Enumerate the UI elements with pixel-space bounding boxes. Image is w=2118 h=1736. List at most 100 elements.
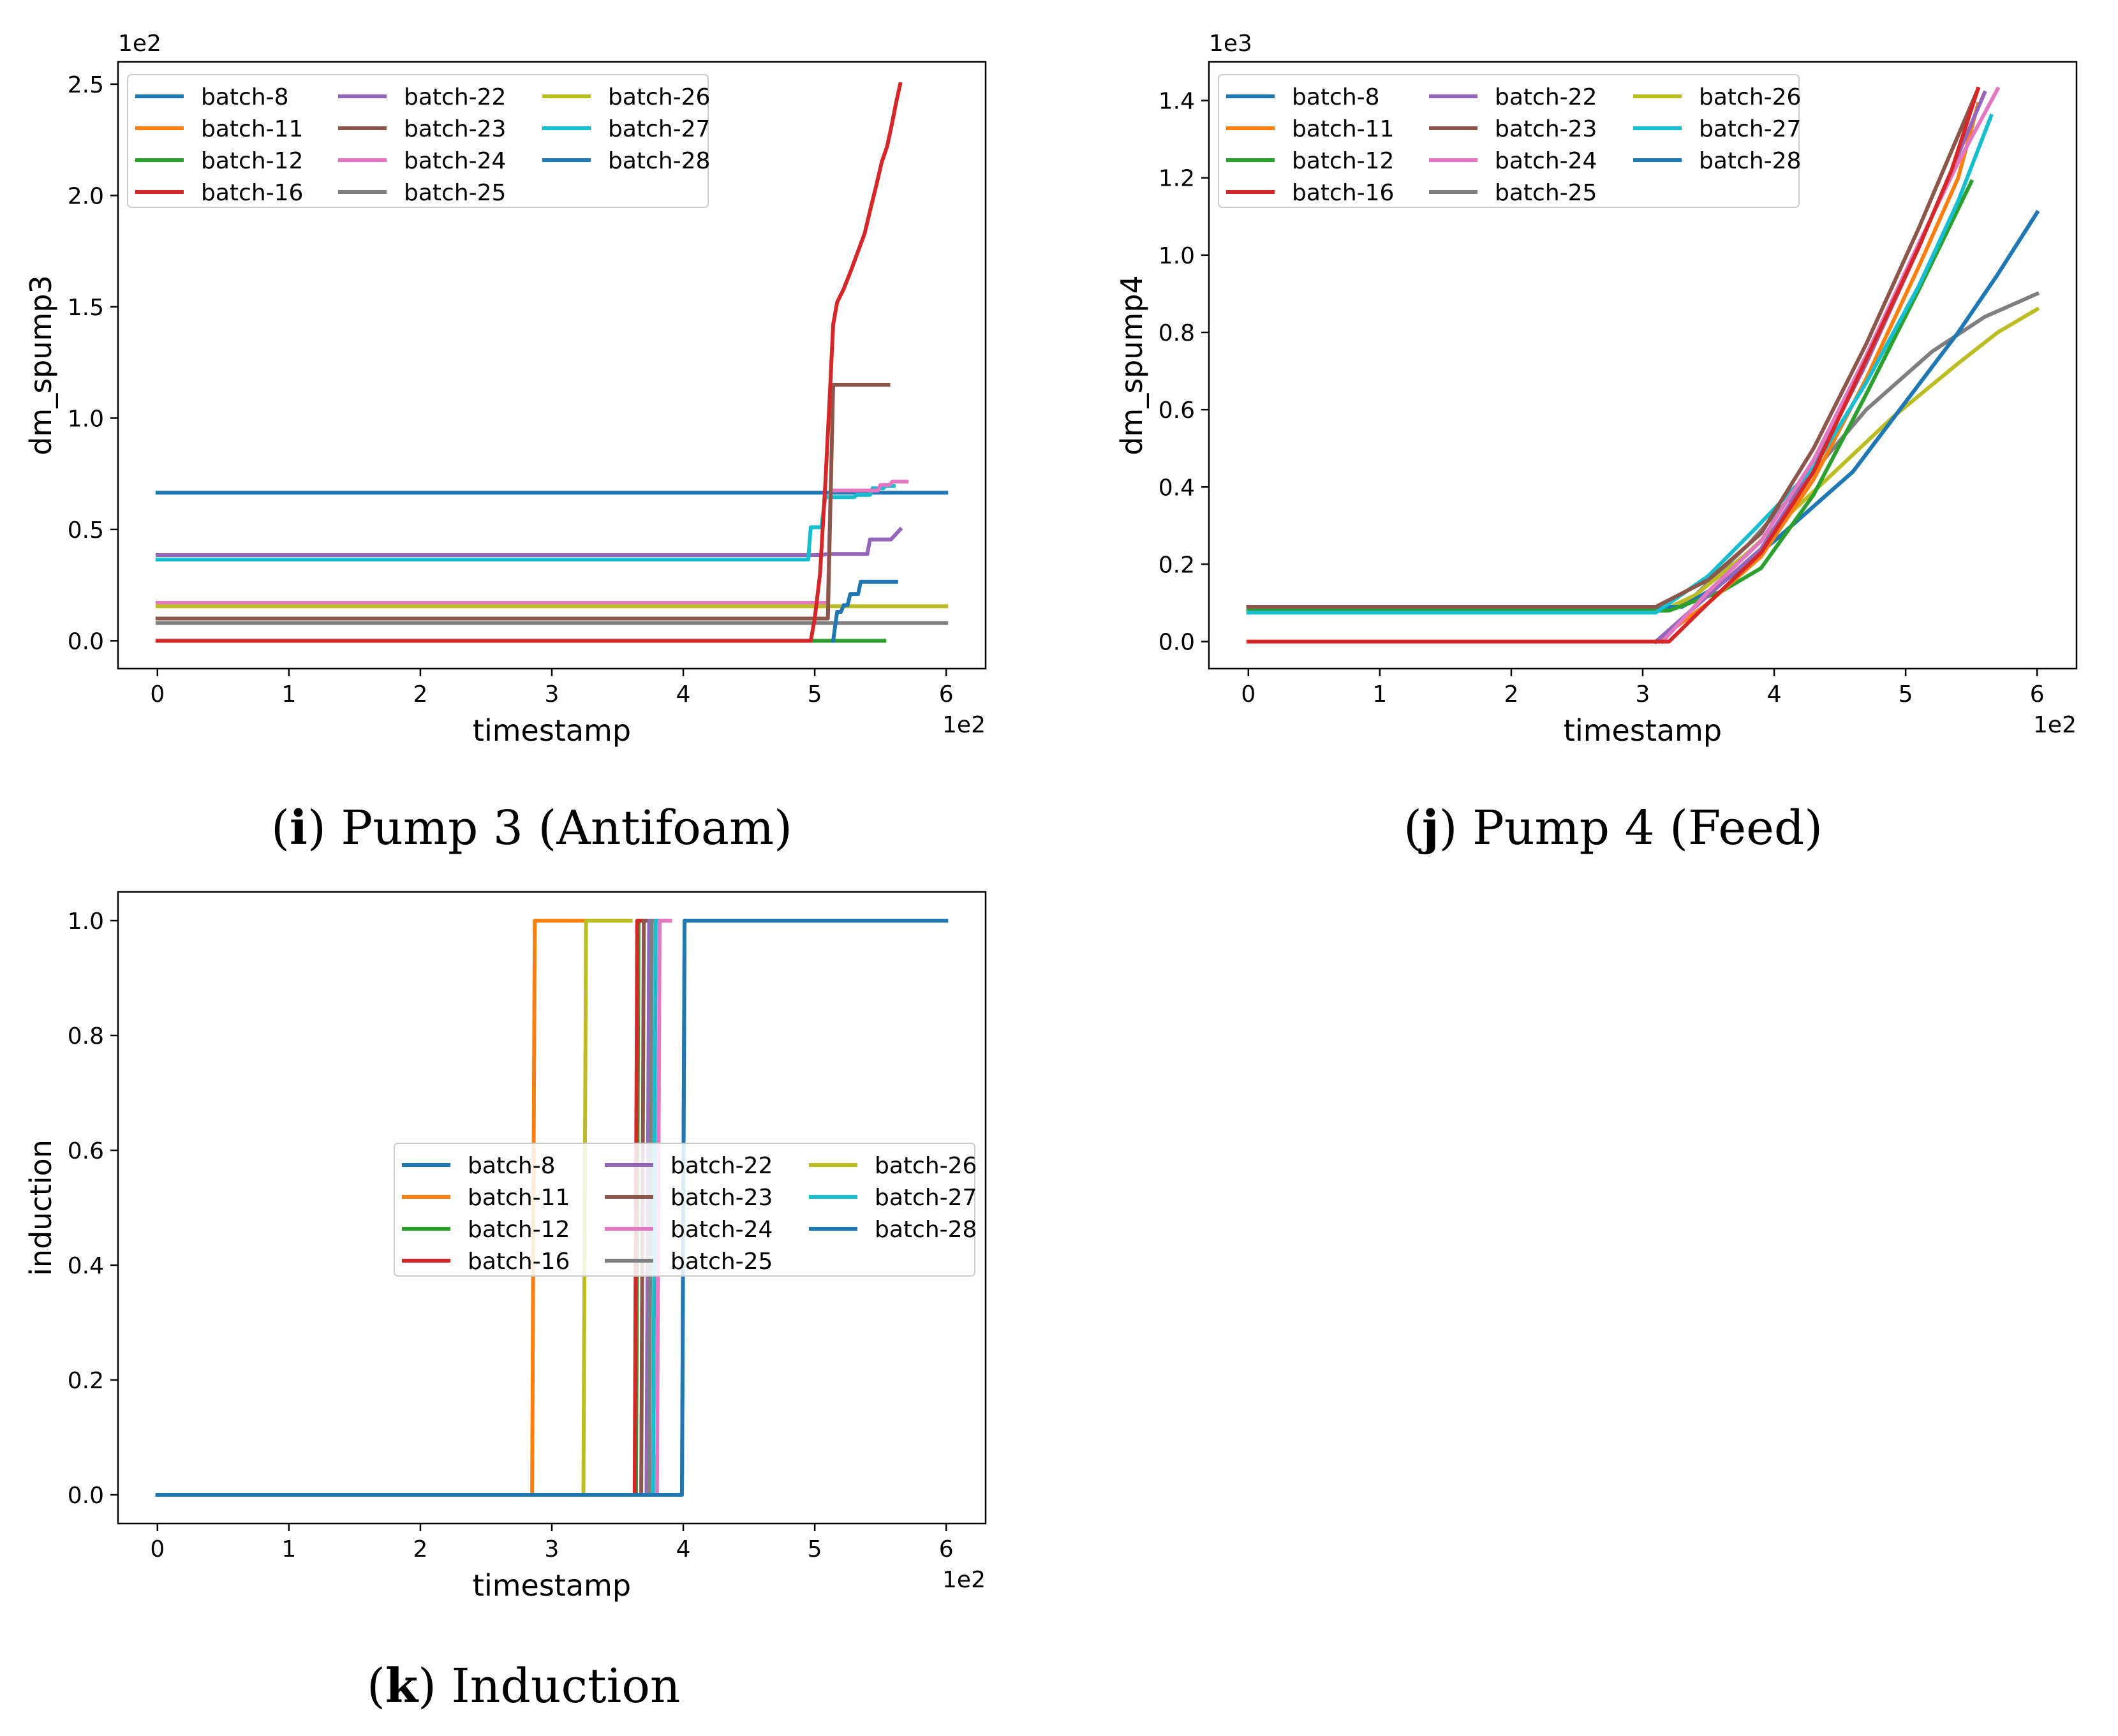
legend-box [127, 74, 709, 208]
series-line-batch-26 [1246, 306, 2040, 613]
legend-entry-batch-12: batch-12 [135, 148, 303, 174]
legend-label: batch-26 [1699, 84, 1801, 110]
y-tick-label: 1.0 [68, 909, 104, 935]
legend-label: batch-12 [1292, 148, 1394, 174]
y-tick-label: 0.4 [68, 1253, 104, 1279]
legend-entry-batch-26: batch-26 [809, 1153, 977, 1179]
x-offset-label: 1e2 [942, 1567, 986, 1593]
legend-label: batch-11 [468, 1185, 570, 1211]
legend-entry-batch-28: batch-28 [809, 1217, 977, 1243]
x-tick-label: 1 [1372, 681, 1387, 708]
series-line-batch-25 [1246, 291, 2040, 613]
y-tick-label: 0.8 [68, 1023, 104, 1050]
x-tick-label: 0 [150, 1536, 165, 1562]
y-tick-label: 0.5 [68, 517, 104, 544]
legend-entry-batch-25: batch-25 [338, 180, 506, 206]
x-tick-label: 2 [413, 1536, 427, 1562]
legend-label: batch-23 [404, 116, 506, 142]
legend-entry-batch-23: batch-23 [1429, 116, 1597, 142]
y-tick-label: 1.4 [1159, 89, 1195, 115]
legend-entry-batch-8: batch-8 [1226, 84, 1380, 110]
y-tick-label: 2.0 [68, 183, 104, 209]
series-line-batch-28 [831, 579, 898, 643]
caption-i: (i) Pump 3 (Antifoam) [271, 801, 792, 856]
legend: batch-8 batch-11 batch-12 batch-16 batch-22 b… [394, 1143, 977, 1277]
legend-label: batch-28 [608, 148, 710, 174]
legend-label: batch-24 [1495, 148, 1597, 174]
legend-label: batch-11 [1292, 116, 1394, 142]
series-line-batch-23 [1246, 86, 1981, 609]
legend-entry-batch-27: batch-27 [542, 116, 710, 142]
legend-label: batch-24 [670, 1217, 773, 1243]
y-tick-label: 0.0 [68, 1483, 104, 1509]
legend-label: batch-16 [1292, 180, 1394, 206]
legend-entry-batch-22: batch-22 [1429, 84, 1597, 110]
legend-label: batch-22 [670, 1153, 773, 1179]
legend-entry-batch-27: batch-27 [809, 1185, 977, 1211]
legend-label: batch-12 [468, 1217, 570, 1243]
x-axis-label: timestamp [473, 713, 631, 748]
legend-label: batch-28 [875, 1217, 977, 1243]
y-tick-label: 2.5 [68, 72, 104, 98]
x-tick-label: 6 [939, 681, 954, 708]
y-tick-label: 1.0 [1159, 243, 1195, 269]
x-tick-label: 0 [150, 681, 165, 708]
x-offset-label: 1e2 [942, 712, 986, 738]
series-line-batch-23 [155, 383, 891, 621]
legend-label: batch-16 [201, 180, 303, 206]
y-tick-label: 0.2 [68, 1368, 104, 1394]
x-axis-label: timestamp [1564, 713, 1722, 748]
x-tick-label: 3 [545, 681, 559, 708]
legend-label: batch-23 [670, 1185, 773, 1211]
legend-entry-batch-24: batch-24 [338, 148, 506, 174]
legend-entry-batch-16: batch-16 [135, 180, 303, 206]
x-tick-label: 6 [2030, 681, 2045, 708]
x-tick-label: 4 [676, 1536, 691, 1562]
chart-2: 0 1 2 3 4 5 6 0.0 0.2 0.4 0.6 0.8 1.0 1.2 1.4 1e2 1e3 tim… [1115, 31, 2078, 748]
legend-label: batch-27 [875, 1185, 977, 1211]
series-line-batch-8 [1246, 210, 2040, 609]
legend-entry-batch-28: batch-28 [542, 148, 710, 174]
x-tick-label: 1 [281, 681, 296, 708]
series-group [1246, 86, 2040, 644]
legend-entry-batch-12: batch-12 [402, 1217, 570, 1243]
chart-3: 0 1 2 3 4 5 6 0.0 0.2 0.4 0.6 0.8 1.0 1e2 timestamp ind… [24, 891, 987, 1603]
legend-label: batch-16 [468, 1249, 570, 1275]
x-offset-label: 1e2 [2033, 712, 2077, 738]
series-line-batch-16 [1246, 86, 1981, 644]
chart-1: 0 1 2 3 4 5 6 0.0 0.5 1.0 1.5 2.0 2.5 1e2 1e2 timestamp… [24, 31, 987, 748]
caption-k: (k) Induction [367, 1659, 681, 1714]
y-tick-label: 0.4 [1159, 475, 1195, 501]
y-tick-label: 1.5 [68, 295, 104, 321]
series-line-batch-22 [155, 526, 903, 557]
legend-box [394, 1143, 975, 1277]
series-line-batch-24 [155, 479, 909, 605]
series-line-batch-12 [1246, 179, 1974, 613]
legend-label: batch-24 [404, 148, 506, 174]
series-line-batch-24 [1659, 86, 2001, 644]
legend-label: batch-26 [875, 1153, 977, 1179]
caption-j: (j) Pump 4 (Feed) [1403, 801, 1823, 856]
legend-label: batch-27 [608, 116, 710, 142]
x-tick-label: 4 [1767, 681, 1782, 708]
legend-entry-batch-11: batch-11 [402, 1185, 570, 1211]
legend-entry-batch-23: batch-23 [605, 1185, 773, 1211]
y-tick-label: 1.0 [68, 406, 104, 432]
legend-entry-batch-11: batch-11 [1226, 116, 1394, 142]
legend-box [1218, 74, 1800, 208]
x-tick-label: 1 [281, 1536, 296, 1562]
x-tick-label: 6 [939, 1536, 954, 1562]
x-tick-label: 5 [808, 1536, 822, 1562]
y-tick-label: 0.8 [1159, 320, 1195, 346]
y-tick-label: 0.6 [1159, 397, 1195, 424]
legend-label: batch-12 [201, 148, 303, 174]
x-tick-label: 2 [413, 681, 427, 708]
y-tick-label: 0.0 [1159, 630, 1195, 656]
series-line-batch-28 [1246, 210, 2040, 609]
legend-entry-batch-26: batch-26 [1633, 84, 1801, 110]
legend-entry-batch-22: batch-22 [605, 1153, 773, 1179]
legend-entry-batch-16: batch-16 [1226, 180, 1394, 206]
legend-label: batch-26 [608, 84, 710, 110]
legend-entry-batch-27: batch-27 [1633, 116, 1801, 142]
legend: batch-8 batch-11 batch-12 batch-16 batch-22 b… [1218, 74, 1801, 208]
